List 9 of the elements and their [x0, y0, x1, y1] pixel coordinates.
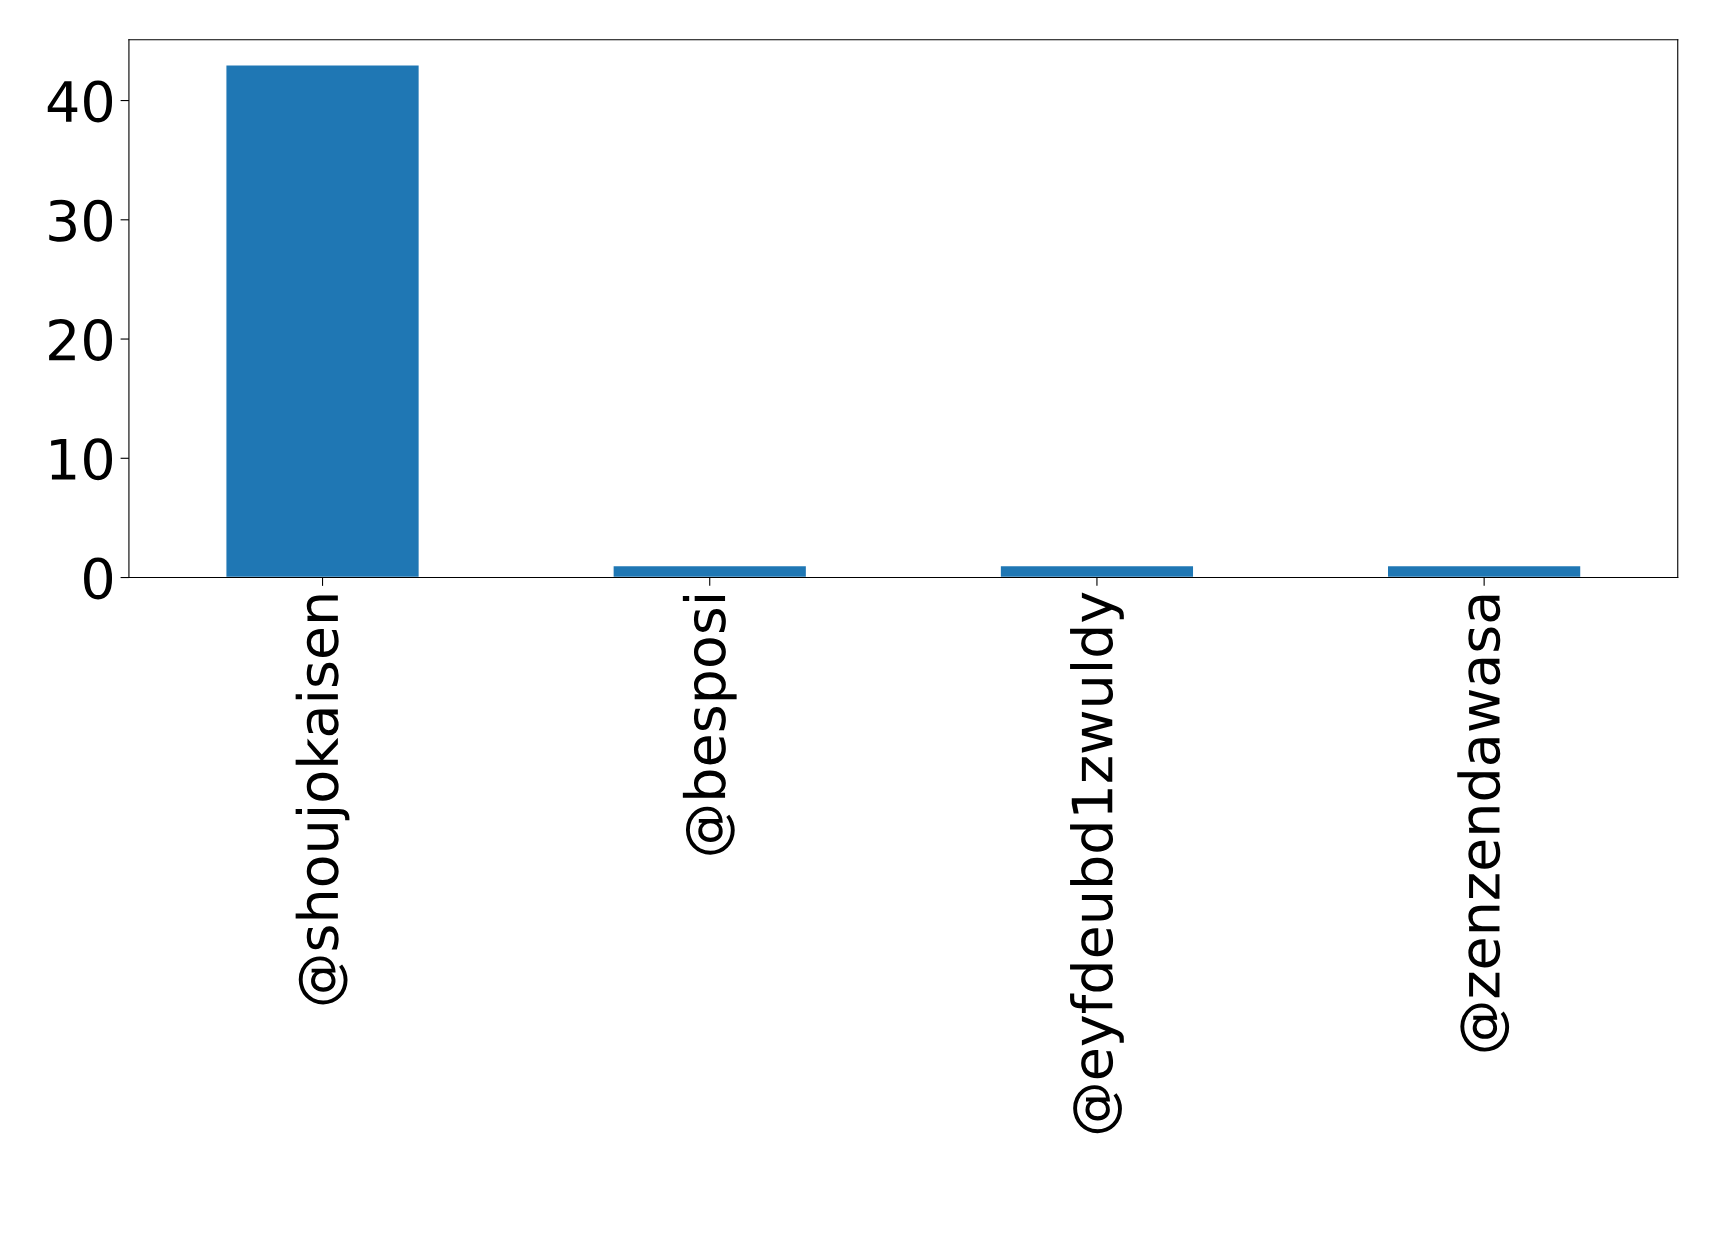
y-tick-label: 20: [49, 318, 113, 361]
y-tick-label: 0: [84, 557, 113, 600]
x-tick-label: @zenzendawasa: [1457, 595, 1510, 1052]
x-tick-label: @besposi: [682, 595, 737, 855]
y-tick-label: 40: [47, 80, 113, 123]
x-tick-label: @shoujokaisen: [295, 595, 350, 1005]
x-tick-label: @eyfdeubd1zwuldy: [1070, 592, 1124, 1134]
y-tick-label: 10: [51, 438, 113, 481]
y-tick-label: 30: [49, 199, 113, 242]
